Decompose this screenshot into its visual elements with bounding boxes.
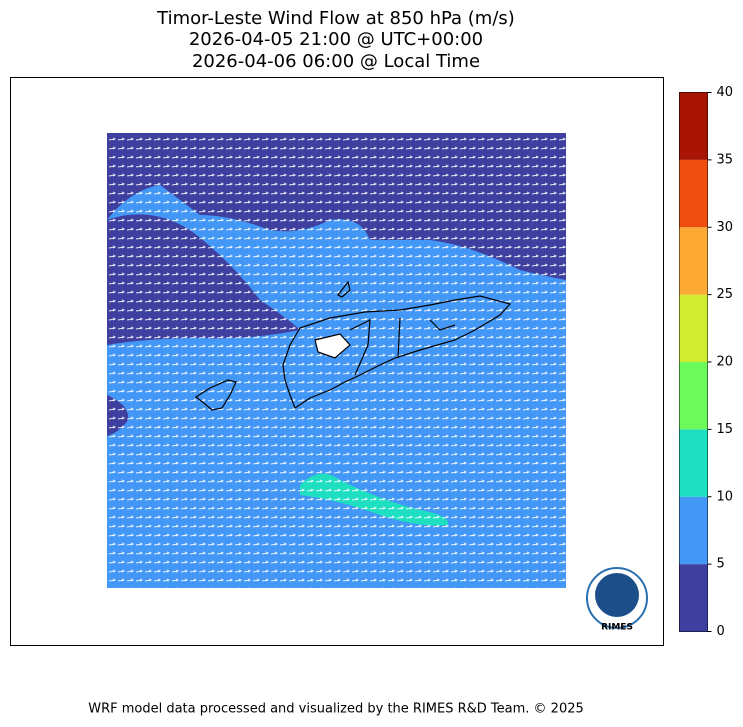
colorbar-segment [679,159,708,228]
colorbar-tick-label: 10 [717,489,734,504]
title-line: 2026-04-05 21:00 @ UTC+00:00 [189,29,483,50]
colorbar-tick-label: 35 [717,152,734,167]
colorbar-tick-label: 40 [717,85,734,100]
colorbar-segment [679,92,708,160]
colorbar-segment [679,564,708,632]
coastline [194,280,512,411]
colorbar-segment [679,227,708,295]
colorbar-segment [679,362,708,430]
colorbar-tick-label: 30 [717,220,734,235]
footer: WRF model data processed and visualized … [88,702,584,717]
wind-field [107,133,566,588]
colorbar-tick-label: 0 [717,624,725,639]
colorbar-segment [679,429,708,497]
colorbar-segment [679,294,708,362]
colorbar-tick-label: 20 [717,355,734,370]
colorbar-tick-label: 15 [717,422,734,437]
logo: RIMES [586,567,648,633]
colorbar-tick-label: 5 [717,557,725,572]
title-line: 2026-04-06 06:00 @ Local Time [192,51,480,72]
title-line: Timor-Leste Wind Flow at 850 hPa (m/s) [156,8,515,29]
colorbar-tick-label: 25 [717,287,734,302]
colorbar-segment [679,496,708,565]
logo-text: RIMES [601,623,633,633]
map-frame [10,77,664,646]
